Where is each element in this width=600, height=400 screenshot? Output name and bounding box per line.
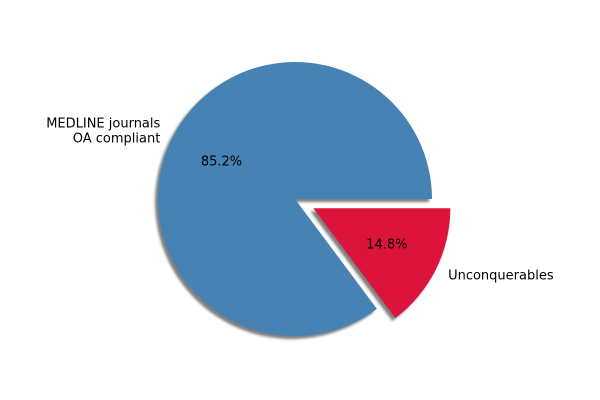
slice-label-line: MEDLINE journals: [46, 116, 160, 131]
slice-label-line: OA compliant: [73, 131, 161, 146]
slice-label-line: Unconquerables: [448, 268, 554, 283]
slice-percent-label-unconquerables: 14.8%: [366, 238, 407, 253]
slice-label-unconquerables: Unconquerables: [448, 268, 554, 283]
pie-slice-layer: [157, 62, 451, 337]
slice-percent-label-medline-journals-oa-compliant: 85.2%: [201, 155, 242, 170]
pie-label-layer: MEDLINE journals OA compliant 85.2% Unconqu…: [46, 116, 554, 283]
slice-label-medline-journals-oa-compliant: MEDLINE journals OA compliant: [46, 116, 160, 146]
pie-slice-unconquerables: [313, 208, 451, 319]
pie-slice-medline-journals-oa-compliant: [157, 62, 432, 337]
